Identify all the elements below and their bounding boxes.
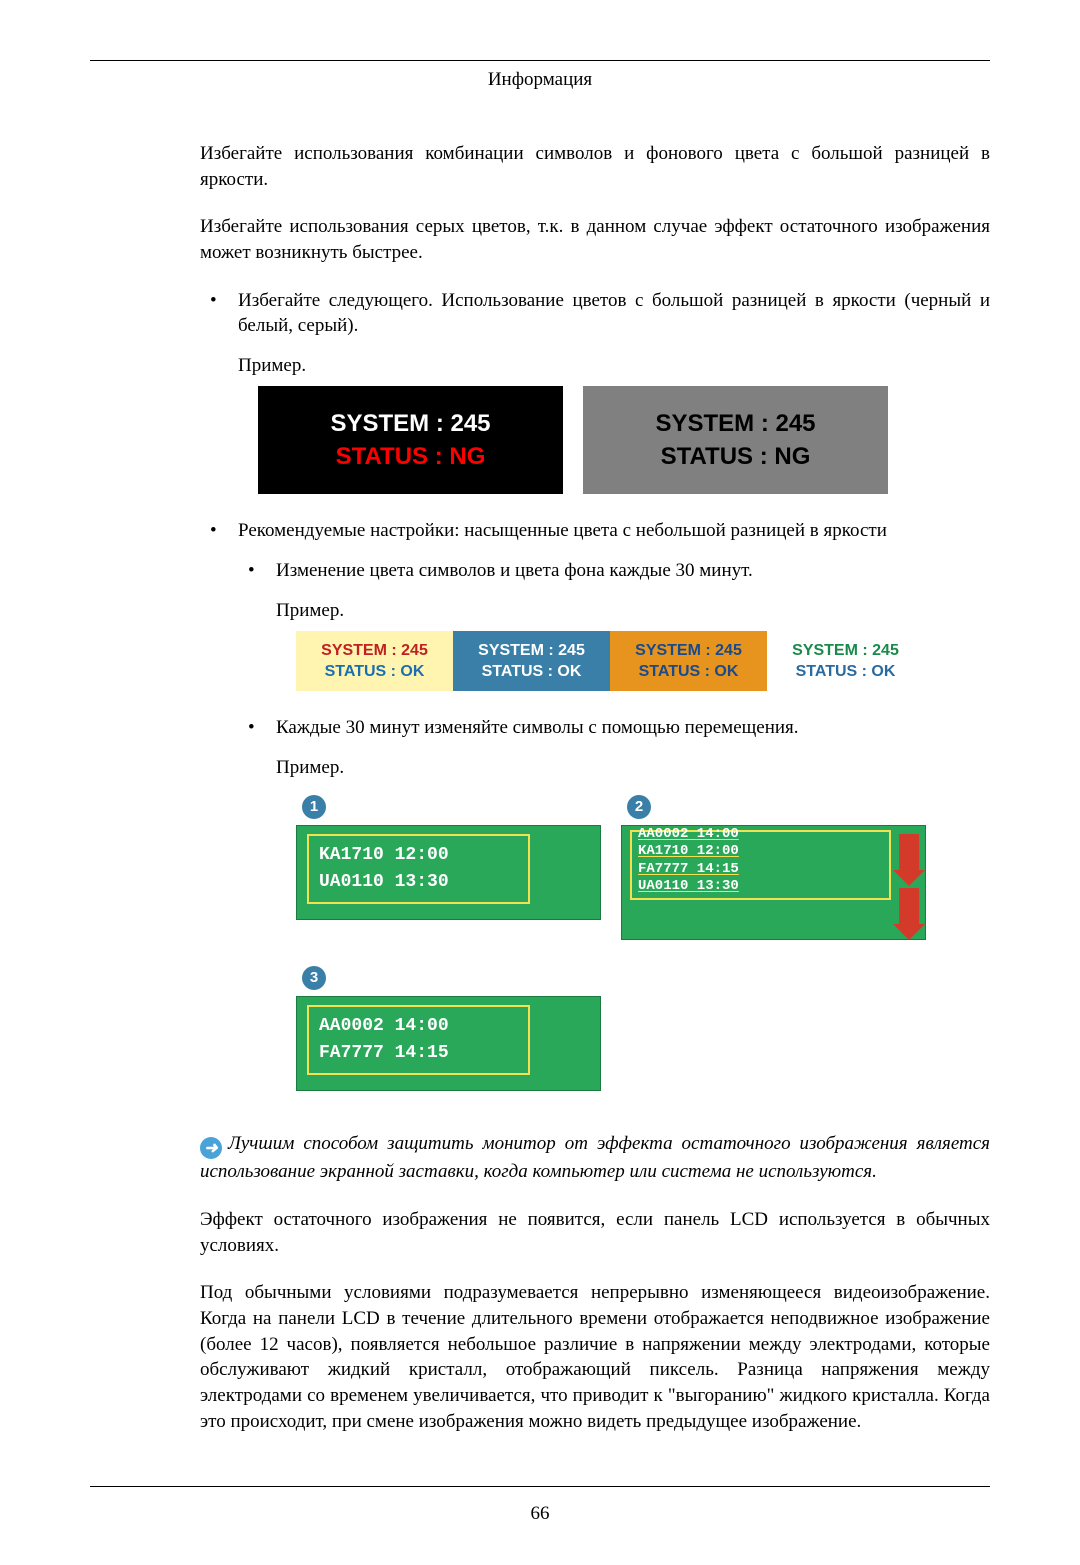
example3-row-2: 3 AA0002 14:00 FA7777 14:15: [296, 960, 926, 1091]
ex1a-line1: SYSTEM : 245: [330, 407, 490, 441]
ex1b-line2: STATUS : NG: [661, 440, 811, 474]
example3-row-1: 1 KA1710 12:00 UA0110 13:30 2: [296, 789, 926, 940]
page-number: 66: [90, 1503, 990, 1525]
example2: SYSTEM : 245STATUS : OKSYSTEM : 245STATU…: [296, 631, 990, 691]
bullet-1: Избегайте следующего. Использование цвет…: [200, 288, 990, 495]
intro-p2: Избегайте использования серых цветов, т.…: [200, 214, 990, 265]
ex2-3-line2: STATUS : OK: [639, 661, 739, 683]
arrow-1-icon: [899, 834, 919, 870]
bullet-1-text: Избегайте следующего. Использование цвет…: [238, 290, 990, 337]
ex2-2-line2: STATUS : OK: [482, 661, 582, 683]
example3-col-2: 2 AA0002 14:00 KA1710 12:00 FA7777 14:15…: [621, 789, 926, 940]
bullet-2-sub-2-text: Каждые 30 минут изменяйте символы с помо…: [276, 717, 799, 738]
board2-row3: UA0110 13:30: [638, 878, 883, 896]
tip-text: Лучшим способом защитить монитор от эффе…: [200, 1133, 990, 1183]
ex2-1-line1: SYSTEM : 245: [321, 640, 428, 662]
bullet-2-sub-1: Изменение цвета символов и цвета фона ка…: [238, 558, 990, 691]
badge-2: 2: [627, 795, 651, 819]
example1-panel-gray: SYSTEM : 245 STATUS : NG: [583, 386, 888, 494]
page-header: Информация: [90, 69, 990, 91]
example3-col-1: 1 KA1710 12:00 UA0110 13:30: [296, 789, 601, 940]
bullet-2-sublist: Изменение цвета символов и цвета фона ка…: [238, 558, 990, 1091]
intro-p1: Избегайте использования комбинации симво…: [200, 141, 990, 192]
example2-label: Пример.: [276, 598, 990, 624]
board1-row1: KA1710 12:00: [319, 842, 518, 869]
board2-row1: KA1710 12:00: [638, 843, 883, 861]
tip-arrow-icon: ➜: [200, 1137, 222, 1159]
example2-panel-2: SYSTEM : 245STATUS : OK: [453, 631, 610, 691]
board-2: AA0002 14:00 KA1710 12:00 FA7777 14:15 U…: [621, 825, 926, 940]
badge-1: 1: [302, 795, 326, 819]
example1-panel-black: SYSTEM : 245 STATUS : NG: [258, 386, 563, 494]
ex1a-line2: STATUS : NG: [336, 440, 486, 474]
bullet-2-sub-2: Каждые 30 минут изменяйте символы с помо…: [238, 715, 990, 1090]
ex2-3-line1: SYSTEM : 245: [635, 640, 742, 662]
ex1b-line1: SYSTEM : 245: [655, 407, 815, 441]
example1: SYSTEM : 245 STATUS : NG SYSTEM : 245 ST…: [258, 386, 990, 494]
example2-panel-3: SYSTEM : 245STATUS : OK: [610, 631, 767, 691]
example2-panel-1: SYSTEM : 245STATUS : OK: [296, 631, 453, 691]
board3-row2: FA7777 14:15: [319, 1040, 518, 1067]
board-3: AA0002 14:00 FA7777 14:15: [296, 996, 601, 1091]
closing-p1: Эффект остаточного изображения не появит…: [200, 1207, 990, 1258]
board-2-inner: AA0002 14:00 KA1710 12:00 FA7777 14:15 U…: [630, 830, 891, 900]
bullet-2-sub-1-text: Изменение цвета символов и цвета фона ка…: [276, 560, 753, 581]
example3-col-3: 3 AA0002 14:00 FA7777 14:15: [296, 960, 601, 1091]
example3-label: Пример.: [276, 755, 990, 781]
tip-paragraph: ➜Лучшим способом защитить монитор от эфф…: [200, 1131, 990, 1185]
ex2-4-line1: SYSTEM : 245: [792, 640, 899, 662]
board2-row2: FA7777 14:15: [638, 861, 883, 879]
board-3-inner: AA0002 14:00 FA7777 14:15: [307, 1005, 530, 1075]
board-1: KA1710 12:00 UA0110 13:30: [296, 825, 601, 920]
ex2-2-line1: SYSTEM : 245: [478, 640, 585, 662]
ex2-4-line2: STATUS : OK: [796, 661, 896, 683]
example3: 1 KA1710 12:00 UA0110 13:30 2: [296, 789, 926, 1091]
arrow-2-icon: [899, 888, 919, 924]
example1-label: Пример.: [238, 353, 990, 379]
board1-row2: UA0110 13:30: [319, 869, 518, 896]
example2-panel-4: SYSTEM : 245STATUS : OK: [767, 631, 924, 691]
closing-p2: Под обычными условиями подразумевается н…: [200, 1280, 990, 1434]
bullet-2: Рекомендуемые настройки: насыщенные цвет…: [200, 518, 990, 1090]
bullet-list: Избегайте следующего. Использование цвет…: [200, 288, 990, 1091]
page-content: Информация Избегайте использования комби…: [90, 60, 990, 1487]
board2-row0: AA0002 14:00: [638, 826, 883, 844]
board3-row1: AA0002 14:00: [319, 1013, 518, 1040]
bullet-2-text: Рекомендуемые настройки: насыщенные цвет…: [238, 520, 887, 541]
badge-3: 3: [302, 966, 326, 990]
ex2-1-line2: STATUS : OK: [325, 661, 425, 683]
board-1-inner: KA1710 12:00 UA0110 13:30: [307, 834, 530, 904]
